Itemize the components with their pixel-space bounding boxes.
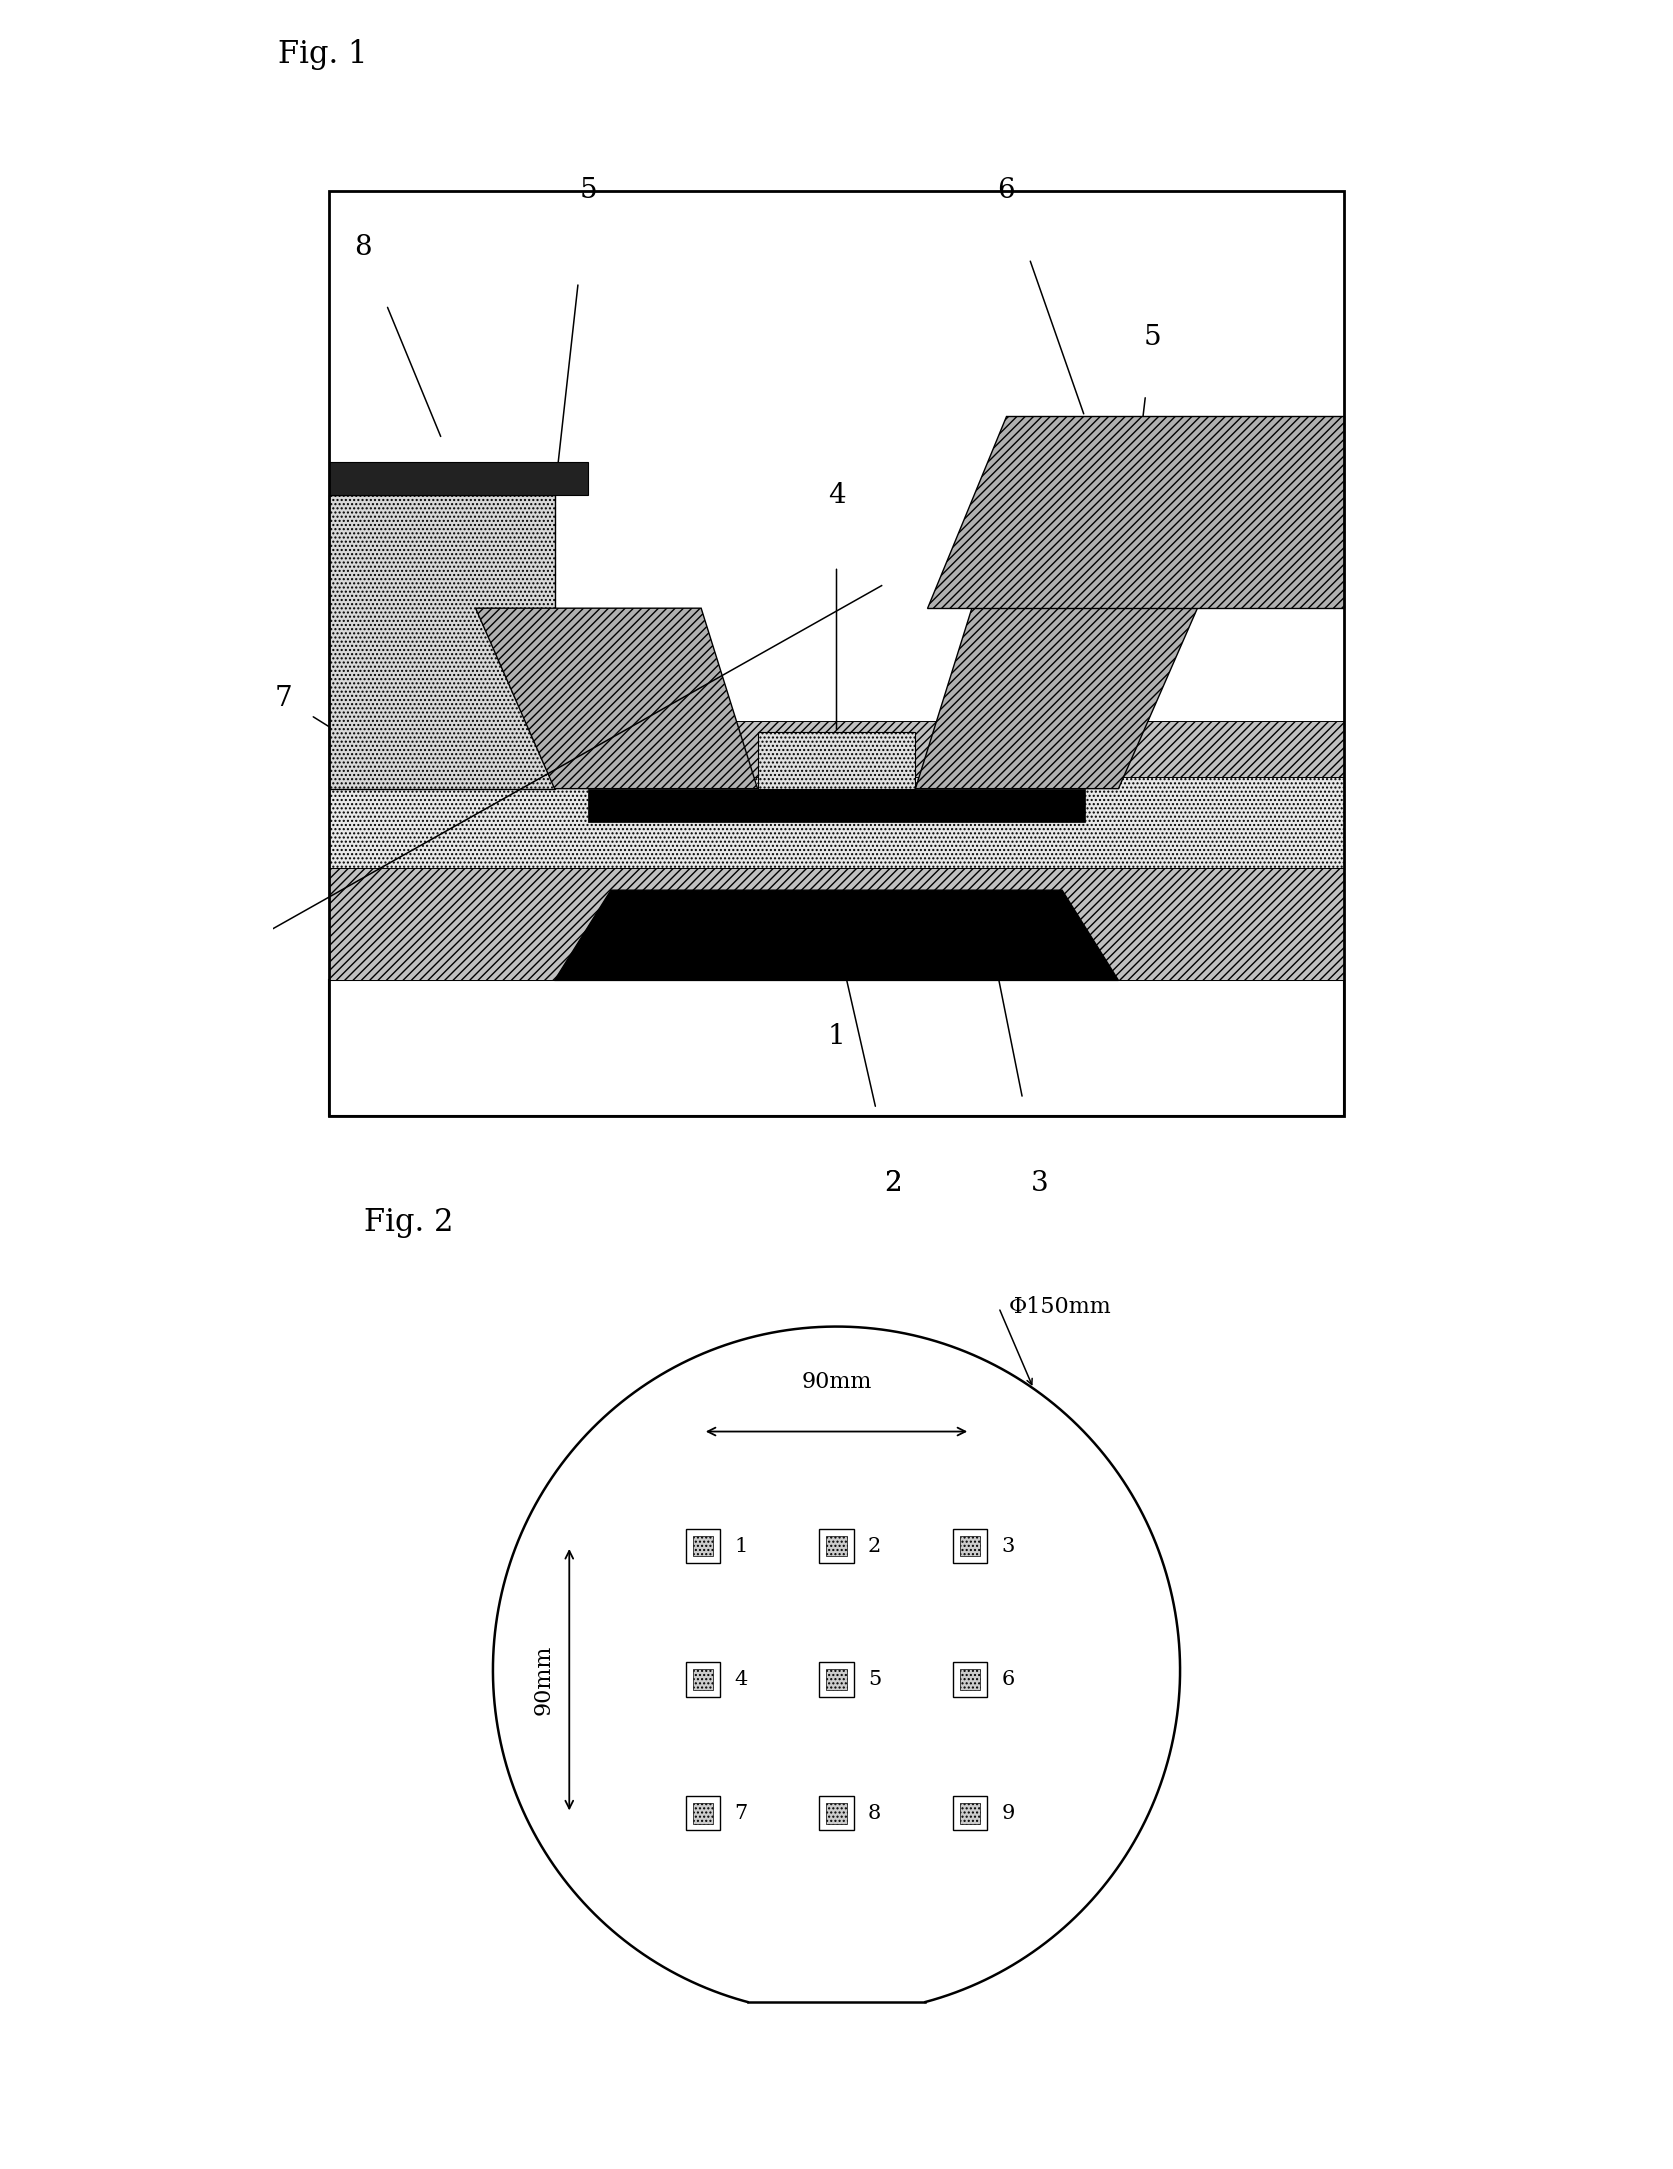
Polygon shape xyxy=(915,607,1198,790)
Polygon shape xyxy=(589,790,1084,822)
Bar xyxy=(954,1796,987,1831)
Text: 2: 2 xyxy=(868,1536,882,1555)
Text: 8: 8 xyxy=(355,234,371,260)
Bar xyxy=(686,1661,719,1696)
Bar xyxy=(826,1536,847,1557)
Polygon shape xyxy=(927,416,1343,607)
Text: 1: 1 xyxy=(828,1024,845,1050)
Bar xyxy=(693,1670,713,1690)
Text: 5: 5 xyxy=(868,1670,882,1690)
Polygon shape xyxy=(330,777,1343,868)
Text: 90mm: 90mm xyxy=(534,1644,555,1716)
Bar xyxy=(826,1802,847,1824)
Text: Φ150mm: Φ150mm xyxy=(1009,1297,1111,1319)
Bar xyxy=(954,1661,987,1696)
Text: 5: 5 xyxy=(579,178,597,204)
Text: 4: 4 xyxy=(828,482,845,510)
Text: 2: 2 xyxy=(883,1169,902,1197)
Polygon shape xyxy=(330,868,1343,980)
Polygon shape xyxy=(554,889,1119,980)
Text: Fig. 1: Fig. 1 xyxy=(278,39,368,69)
Bar xyxy=(686,1529,719,1564)
Bar xyxy=(693,1802,713,1824)
Polygon shape xyxy=(330,980,1343,1115)
Text: 9: 9 xyxy=(1002,1805,1016,1822)
Bar xyxy=(820,1529,853,1564)
Text: 1: 1 xyxy=(734,1536,748,1555)
Bar xyxy=(826,1670,847,1690)
Polygon shape xyxy=(758,733,915,790)
Bar xyxy=(960,1802,980,1824)
Text: 4: 4 xyxy=(734,1670,748,1690)
Text: 8: 8 xyxy=(868,1805,882,1822)
Text: 2: 2 xyxy=(883,1169,902,1197)
Polygon shape xyxy=(330,720,1343,868)
Text: Fig. 2: Fig. 2 xyxy=(365,1208,453,1238)
Bar xyxy=(820,1661,853,1696)
Polygon shape xyxy=(475,607,758,790)
Bar xyxy=(686,1796,719,1831)
Bar xyxy=(693,1536,713,1557)
Text: 90mm: 90mm xyxy=(801,1371,872,1392)
Bar xyxy=(960,1536,980,1557)
Bar xyxy=(954,1529,987,1564)
Bar xyxy=(330,191,1343,1115)
Polygon shape xyxy=(330,462,589,495)
Bar xyxy=(820,1796,853,1831)
Text: 3: 3 xyxy=(1031,1169,1049,1197)
Text: 6: 6 xyxy=(997,178,1014,204)
Text: 6: 6 xyxy=(1002,1670,1016,1690)
Polygon shape xyxy=(330,495,554,790)
Text: 3: 3 xyxy=(1002,1536,1016,1555)
Bar xyxy=(960,1670,980,1690)
Text: 7: 7 xyxy=(274,685,293,711)
Text: 5: 5 xyxy=(1143,323,1161,351)
Text: 7: 7 xyxy=(734,1805,748,1822)
